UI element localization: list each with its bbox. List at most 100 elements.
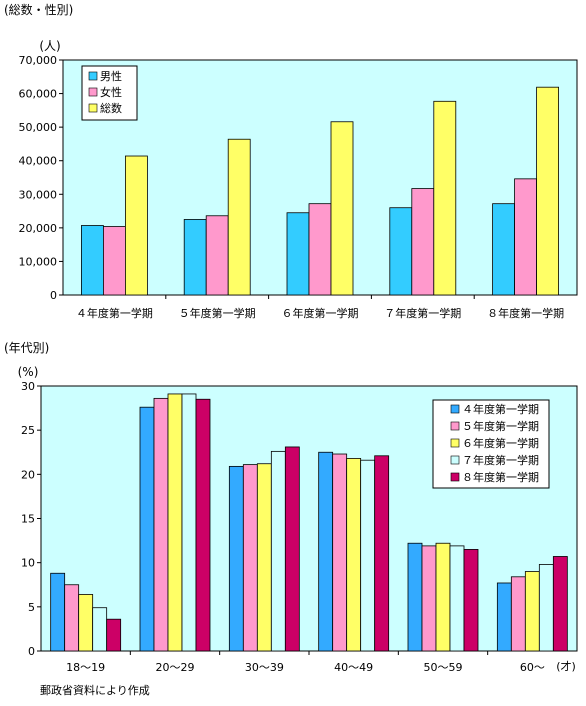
chart1-bar bbox=[103, 226, 126, 296]
chart2-legend-label: ６年度第一学期 bbox=[462, 436, 539, 450]
chart2-x-tick-label: 40～49 bbox=[334, 661, 373, 674]
chart1-legend-swatch bbox=[88, 71, 98, 81]
chart1-bar bbox=[183, 219, 207, 296]
chart2-bar bbox=[524, 571, 540, 652]
chart1-bar bbox=[536, 86, 559, 296]
chart2-x-tick-label: 20～29 bbox=[156, 661, 195, 674]
chart2-legend-label: ７年度第一学期 bbox=[462, 453, 539, 467]
chart2-y-tick-label: 10 bbox=[21, 557, 35, 570]
chart1-heading: (総数・性別) bbox=[4, 2, 73, 17]
chart2-bar bbox=[64, 584, 80, 652]
chart1-y-tick-label: 50,000 bbox=[19, 121, 58, 134]
chart1-y-tick-label: 10,000 bbox=[19, 255, 58, 268]
chart2-bar bbox=[421, 545, 437, 652]
chart2-y-tick-label: 15 bbox=[21, 513, 35, 526]
chart2-bar bbox=[318, 451, 334, 652]
chart1-bar bbox=[81, 225, 104, 296]
chart1-y-unit: (人) bbox=[39, 39, 60, 53]
chart2-legend-label: ５年度第一学期 bbox=[462, 419, 539, 433]
chart2-bar bbox=[78, 594, 94, 652]
chart2-bar bbox=[106, 618, 122, 652]
chart1-x-tick-label: ６年度第一学期 bbox=[282, 306, 359, 320]
chart2-x-tick-label: 60～ bbox=[520, 661, 545, 674]
chart1-y-tick-label: 20,000 bbox=[19, 222, 58, 235]
chart1-bar bbox=[125, 155, 148, 296]
chart2-bar bbox=[332, 453, 348, 652]
chart2-legend-swatch bbox=[450, 472, 460, 482]
chart2-y-unit: (%) bbox=[18, 365, 39, 379]
chart2-bar bbox=[284, 446, 300, 652]
chart1-legend: 男性 女性 総数 bbox=[81, 65, 138, 121]
chart2-bar bbox=[242, 464, 258, 652]
chart2-x-tick-label: 30～39 bbox=[245, 661, 284, 674]
chart2-legend-swatch bbox=[450, 421, 460, 431]
chart1-bar bbox=[308, 203, 332, 296]
chart1-x-tick-label: ８年度第一学期 bbox=[487, 306, 564, 320]
chart2-bar bbox=[374, 455, 390, 652]
chart1-legend-label: 女性 bbox=[100, 85, 122, 99]
chart2-bar bbox=[449, 545, 465, 652]
chart2-bar bbox=[228, 465, 244, 652]
chart1-y-tick-label: 0 bbox=[50, 289, 57, 302]
chart2-y-tick-label: 5 bbox=[28, 601, 35, 614]
chart1-legend-swatch bbox=[88, 103, 98, 113]
chart1-y-tick-label: 40,000 bbox=[19, 155, 58, 168]
chart2-bar bbox=[435, 542, 451, 652]
chart2-legend-label: ８年度第一学期 bbox=[462, 470, 539, 484]
chart2-bar bbox=[510, 576, 526, 652]
chart2-legend-swatch bbox=[450, 455, 460, 465]
chart1-bars bbox=[81, 86, 559, 296]
chart2-bar bbox=[496, 582, 512, 652]
chart1-y-tick-label: 70,000 bbox=[19, 54, 58, 67]
chart2-bar bbox=[153, 397, 169, 652]
chart2-bar bbox=[92, 607, 108, 652]
chart2-legend-swatch bbox=[450, 438, 460, 448]
chart2-y-tick-label: 0 bbox=[28, 645, 35, 658]
chart2-bar bbox=[195, 398, 211, 652]
chart1-bar bbox=[433, 100, 457, 296]
chart2-legend-label: ４年度第一学期 bbox=[462, 402, 539, 416]
chart1-bar bbox=[514, 178, 537, 296]
chart2-bar bbox=[360, 459, 376, 652]
chart1-bar bbox=[492, 203, 516, 296]
chart2-bar bbox=[538, 564, 554, 652]
chart1-legend-label: 総数 bbox=[100, 101, 122, 115]
chart1-bar bbox=[205, 215, 229, 296]
chart2-x-tick-label: 18～19 bbox=[66, 661, 105, 674]
chart2-bar bbox=[463, 549, 479, 652]
chart2-bar bbox=[407, 542, 423, 652]
chart2-y-tick-label: 25 bbox=[21, 424, 35, 437]
chart2-x-tick-label: 50～59 bbox=[424, 661, 463, 674]
chart1-bar bbox=[389, 207, 413, 296]
chart1-bar bbox=[411, 188, 435, 296]
chart1-x-tick-label: ７年度第一学期 bbox=[384, 306, 461, 320]
chart1-bar bbox=[286, 212, 310, 296]
chart1-x-axis: ４年度第一学期 ５年度第一学期 ６年度第一学期 ７年度第一学期 ８年度第一学期 bbox=[76, 295, 564, 320]
chart1-y-tick-label: 30,000 bbox=[19, 188, 58, 201]
chart2-x-axis: 18～19 20～29 30～39 40～49 50～59 60～ bbox=[66, 651, 545, 674]
chart2-y-tick-label: 20 bbox=[21, 468, 35, 481]
chart2-bar bbox=[256, 463, 272, 652]
chart1-y-tick-label: 60,000 bbox=[19, 88, 58, 101]
chart2-legend-swatch bbox=[450, 404, 460, 414]
chart1-x-tick-label: ４年度第一学期 bbox=[76, 306, 153, 320]
chart1-bar bbox=[227, 138, 251, 296]
chart2-bars bbox=[50, 393, 568, 652]
chart1-bar bbox=[330, 121, 354, 296]
source-note: 郵政省資料により作成 bbox=[40, 683, 150, 697]
chart2-y-tick-label: 30 bbox=[21, 380, 35, 393]
chart2-bar bbox=[50, 572, 66, 652]
chart2-x-unit: (才) bbox=[556, 659, 576, 673]
chart2-bar bbox=[270, 450, 286, 652]
chart2-bar bbox=[139, 406, 155, 652]
chart2-bar bbox=[181, 393, 197, 652]
chart1-x-tick-label: ５年度第一学期 bbox=[179, 306, 256, 320]
chart2-bar bbox=[167, 393, 183, 652]
chart1-legend-label: 男性 bbox=[100, 69, 122, 83]
chart2-legend: ４年度第一学期 ５年度第一学期 ６年度第一学期 ７年度第一学期 ８年度第一学期 bbox=[432, 399, 550, 489]
chart2-bar bbox=[552, 556, 568, 652]
chart1-y-axis: 0 10,000 20,000 30,000 40,000 50,000 60,000 70,… bbox=[19, 54, 63, 302]
chart1-legend-swatch bbox=[88, 87, 98, 97]
